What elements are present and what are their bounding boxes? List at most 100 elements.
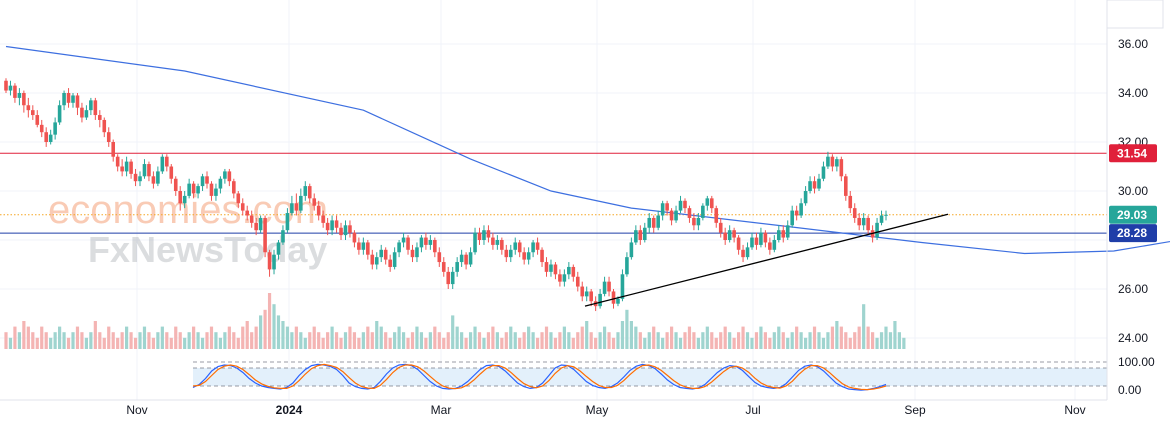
candle-body (491, 237, 495, 245)
volume-bar (178, 332, 182, 349)
candle-body (745, 247, 750, 258)
candle-body (366, 242, 370, 255)
volume-bars (4, 293, 906, 349)
price-badge-label: 29.03 (1117, 208, 1147, 222)
volume-bar (116, 337, 120, 349)
candle-body (410, 249, 415, 258)
candle-body (48, 134, 53, 142)
candle-body (84, 110, 89, 118)
volume-bar (723, 326, 727, 349)
volume-bar (544, 326, 549, 349)
volume-bar (535, 337, 540, 349)
candle-body (415, 247, 419, 258)
candle-body (352, 232, 357, 243)
volume-bar (656, 332, 660, 349)
volume-bar (714, 337, 718, 349)
settings-box[interactable] (1106, 0, 1164, 29)
volume-bar (870, 332, 875, 349)
volume-bar (200, 337, 205, 349)
candle-body (299, 195, 303, 211)
volume-bar (290, 332, 294, 349)
volume-bar (410, 332, 415, 349)
volume-bar (893, 321, 897, 349)
time-tick-label: Jul (745, 403, 760, 417)
price-badge (1109, 144, 1157, 163)
candle-body (732, 230, 736, 238)
grid (0, 0, 1107, 400)
volume-bar (777, 326, 781, 349)
volume-bar (223, 332, 227, 349)
candle-body (169, 166, 174, 179)
candle-body (709, 198, 714, 209)
candle-body (665, 203, 669, 211)
candle-body (544, 262, 549, 272)
volume-bar (317, 332, 321, 349)
volume-bar (281, 321, 285, 349)
candle-body (22, 93, 26, 106)
time-axis[interactable]: Nov 2024 Mar May Jul Sep Nov (126, 403, 1085, 417)
candle-body (808, 181, 812, 191)
candle-body (245, 210, 250, 216)
candle-body (209, 183, 214, 196)
volume-bar (13, 326, 17, 349)
volume-bar (66, 337, 71, 349)
volume-bar (334, 332, 339, 349)
candlesticks (4, 78, 888, 312)
volume-bar (812, 326, 817, 349)
volume-bar (285, 326, 290, 349)
candle-body (232, 181, 236, 194)
candle-body (687, 208, 692, 218)
volume-bar (214, 332, 218, 349)
volume-bar (589, 332, 593, 349)
price-tick-label: 26.00 (1118, 282, 1148, 296)
candle-body (254, 222, 258, 231)
candle-body (303, 186, 308, 196)
ascending-trendline[interactable] (584, 213, 949, 307)
candle-body (272, 254, 276, 270)
candle-body (589, 291, 593, 302)
candle-body (343, 225, 348, 236)
candle-body (147, 164, 151, 177)
candle-body (584, 291, 589, 297)
candle-body (433, 240, 437, 253)
volume-bar (745, 332, 750, 349)
volume-bar (652, 326, 656, 349)
volume-bar (205, 332, 209, 349)
volume-bar (527, 326, 531, 349)
volume-bar (629, 321, 633, 349)
candle-body (526, 252, 531, 260)
volume-bar (571, 337, 575, 349)
volume-bar (352, 332, 357, 349)
candle-body (26, 105, 31, 111)
candle-body (821, 166, 826, 179)
candle-body (357, 242, 361, 250)
volume-bar (875, 337, 879, 349)
candle-body (611, 291, 616, 304)
price-badge-label: 28.28 (1117, 226, 1147, 240)
volume-bar (808, 332, 812, 349)
volume-bar (89, 332, 93, 349)
price-badge (1109, 224, 1157, 243)
volume-bar (719, 332, 723, 349)
price-badge (1109, 205, 1157, 224)
candle-body (321, 215, 325, 223)
candle-body (31, 110, 35, 116)
volume-bar (53, 332, 57, 349)
volume-bar (4, 332, 8, 349)
candle-body (549, 264, 553, 272)
volume-bar (513, 332, 517, 349)
volume-bar (339, 337, 343, 349)
candle-body (437, 252, 442, 263)
candle-body (504, 249, 509, 258)
volume-bar (661, 337, 665, 349)
volume-bar (500, 337, 504, 349)
volume-bar (848, 337, 852, 349)
candle-body (642, 227, 647, 240)
volume-bar (830, 326, 834, 349)
candle-body (249, 215, 254, 223)
volume-bar (209, 326, 214, 349)
volume-bar (401, 332, 406, 349)
volume-bar (888, 332, 893, 349)
